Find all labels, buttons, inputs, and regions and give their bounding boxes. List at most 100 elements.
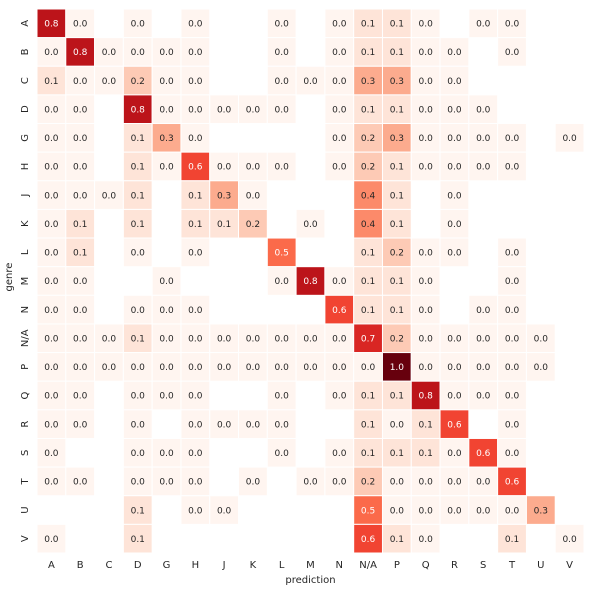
heatmap-cell [381,352,412,382]
cell-value-label: 0.2 [361,478,375,488]
cell-value-label: 0.0 [73,277,88,287]
cell-value-label: 0.1 [131,163,145,173]
heatmap-cell [36,266,67,296]
cell-value-label: 0.0 [476,134,491,144]
cell-value-label: 0.1 [390,392,404,402]
heatmap-cell [468,151,499,182]
cell-value-label: 0.0 [275,392,290,402]
cell-value-label: 0.1 [217,220,231,230]
cell-value-label: 0.1 [390,191,404,201]
cell-value-label: 0.3 [217,191,231,201]
cell-value-label: 0.0 [332,449,347,459]
heatmap-cell [295,208,326,239]
cell-value-label: 0.0 [246,191,261,201]
cell-value-label: 0.0 [159,48,174,58]
heatmap-cell [266,65,297,96]
heatmap-cell [209,180,240,210]
cell-value-label: 0.0 [102,77,117,87]
heatmap-cell [497,266,527,296]
heatmap-cell [439,208,470,239]
x-tick-label: B [77,560,84,571]
heatmap-cell [554,123,585,153]
cell-value-label: 0.1 [361,20,375,30]
cell-value-label: 0.3 [159,134,173,144]
cell-value-label: 0.1 [361,449,375,459]
cell-value-label: 0.0 [275,20,290,30]
x-tick-label: M [306,560,315,571]
cell-value-label: 0.0 [418,306,433,316]
cell-value-label: 0.0 [505,449,520,459]
heatmap-cell [410,352,441,382]
heatmap-cell [151,65,182,96]
heatmap-cell [497,409,527,439]
y-tick-label: T [20,477,31,485]
heatmap-cell [353,208,383,239]
cell-value-label: 0.0 [246,105,261,115]
heatmap-cell [439,151,470,182]
heatmap-cell [353,151,383,182]
cell-value-label: 0.0 [131,363,146,373]
cell-value-label: 0.0 [303,334,318,344]
cell-value-label: 0.6 [505,478,520,488]
heatmap-cell [381,495,412,525]
heatmap-cell [353,266,383,296]
cell-value-label: 0.0 [188,48,203,58]
cell-value-label: 0.0 [418,363,433,373]
cell-value-label: 0.0 [332,105,347,115]
heatmap-cell [122,151,153,182]
heatmap-cell [65,151,96,182]
heatmap-cell [151,266,182,296]
heatmap-cell [266,37,297,67]
cell-value-label: 0.1 [131,506,145,516]
x-tick-label: P [394,560,400,571]
cell-value-label: 0.0 [246,420,261,430]
heatmap-cell [36,37,67,67]
cell-value-label: 0.0 [188,420,203,430]
cell-value-label: 0.2 [246,220,260,230]
cell-value-label: 0.0 [505,20,520,30]
cell-value-label: 0.0 [159,449,174,459]
cell-value-label: 0.0 [505,134,520,144]
heatmap-cell [525,495,556,525]
heatmap-cell [324,94,355,125]
heatmap-cell [497,323,527,354]
cell-value-label: 0.8 [303,277,318,287]
cell-value-label: 0.3 [534,506,548,516]
cell-value-label: 0.0 [332,334,347,344]
heatmap-cell [180,65,211,96]
heatmap-cell [209,208,240,239]
heatmap-cell [381,123,412,153]
cell-value-label: 0.0 [332,163,347,173]
cell-value-label: 0.0 [447,105,462,115]
cell-value-label: 0.0 [44,105,59,115]
cell-value-label: 0.0 [44,134,59,144]
cell-value-label: 0.0 [73,392,88,402]
heatmap-cell [180,37,211,67]
heatmap-cell [353,409,383,439]
heatmap-cell [324,8,355,39]
cell-value-label: 0.0 [44,249,59,259]
cell-value-label: 0.0 [332,363,347,373]
heatmap-cell [180,380,211,411]
heatmap-cell [324,151,355,182]
cell-value-label: 0.0 [217,105,232,115]
cell-value-label: 0.0 [562,134,577,144]
cell-value-label: 0.0 [188,392,203,402]
cell-value-label: 0.0 [505,363,520,373]
y-tick-label: G [20,134,31,142]
heatmap-cell [439,237,470,268]
cell-value-label: 0.0 [246,334,261,344]
heatmap-cell [439,94,470,125]
heatmap-cell [324,37,355,67]
cell-value-label: 0.0 [73,420,88,430]
heatmap-cell [410,37,441,67]
heatmap-cell [122,123,153,153]
x-tick-label: J [222,560,226,571]
heatmap-cell [554,523,585,554]
cell-value-label: 0.0 [246,363,261,373]
heatmap-cell [266,94,297,125]
cell-value-label: 0.0 [44,535,59,545]
cell-value-label: 0.8 [418,392,433,402]
cell-value-label: 0.6 [332,306,347,316]
